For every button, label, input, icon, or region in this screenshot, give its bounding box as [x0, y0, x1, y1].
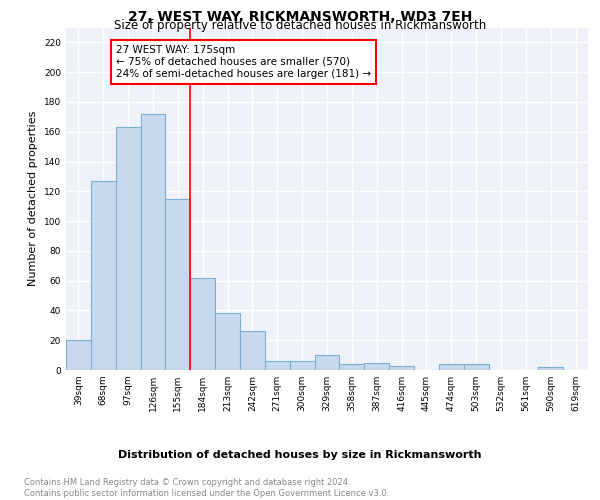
Bar — [290, 361, 314, 370]
Bar — [265, 361, 290, 370]
Bar — [91, 181, 116, 370]
Bar — [439, 364, 464, 370]
Text: 27, WEST WAY, RICKMANSWORTH, WD3 7EH: 27, WEST WAY, RICKMANSWORTH, WD3 7EH — [128, 10, 472, 24]
Bar — [116, 128, 140, 370]
Bar — [538, 367, 563, 370]
Bar — [215, 314, 240, 370]
Text: Distribution of detached houses by size in Rickmansworth: Distribution of detached houses by size … — [118, 450, 482, 460]
Bar — [66, 340, 91, 370]
Bar — [314, 355, 340, 370]
Bar — [190, 278, 215, 370]
Text: 27 WEST WAY: 175sqm
← 75% of detached houses are smaller (570)
24% of semi-detac: 27 WEST WAY: 175sqm ← 75% of detached ho… — [116, 46, 371, 78]
Text: Contains HM Land Registry data © Crown copyright and database right 2024.
Contai: Contains HM Land Registry data © Crown c… — [24, 478, 389, 498]
Bar — [240, 332, 265, 370]
Bar — [140, 114, 166, 370]
Y-axis label: Number of detached properties: Number of detached properties — [28, 111, 38, 286]
Bar — [166, 198, 190, 370]
Bar — [464, 364, 488, 370]
Bar — [389, 366, 414, 370]
Bar — [364, 362, 389, 370]
Text: Size of property relative to detached houses in Rickmansworth: Size of property relative to detached ho… — [114, 18, 486, 32]
Bar — [340, 364, 364, 370]
